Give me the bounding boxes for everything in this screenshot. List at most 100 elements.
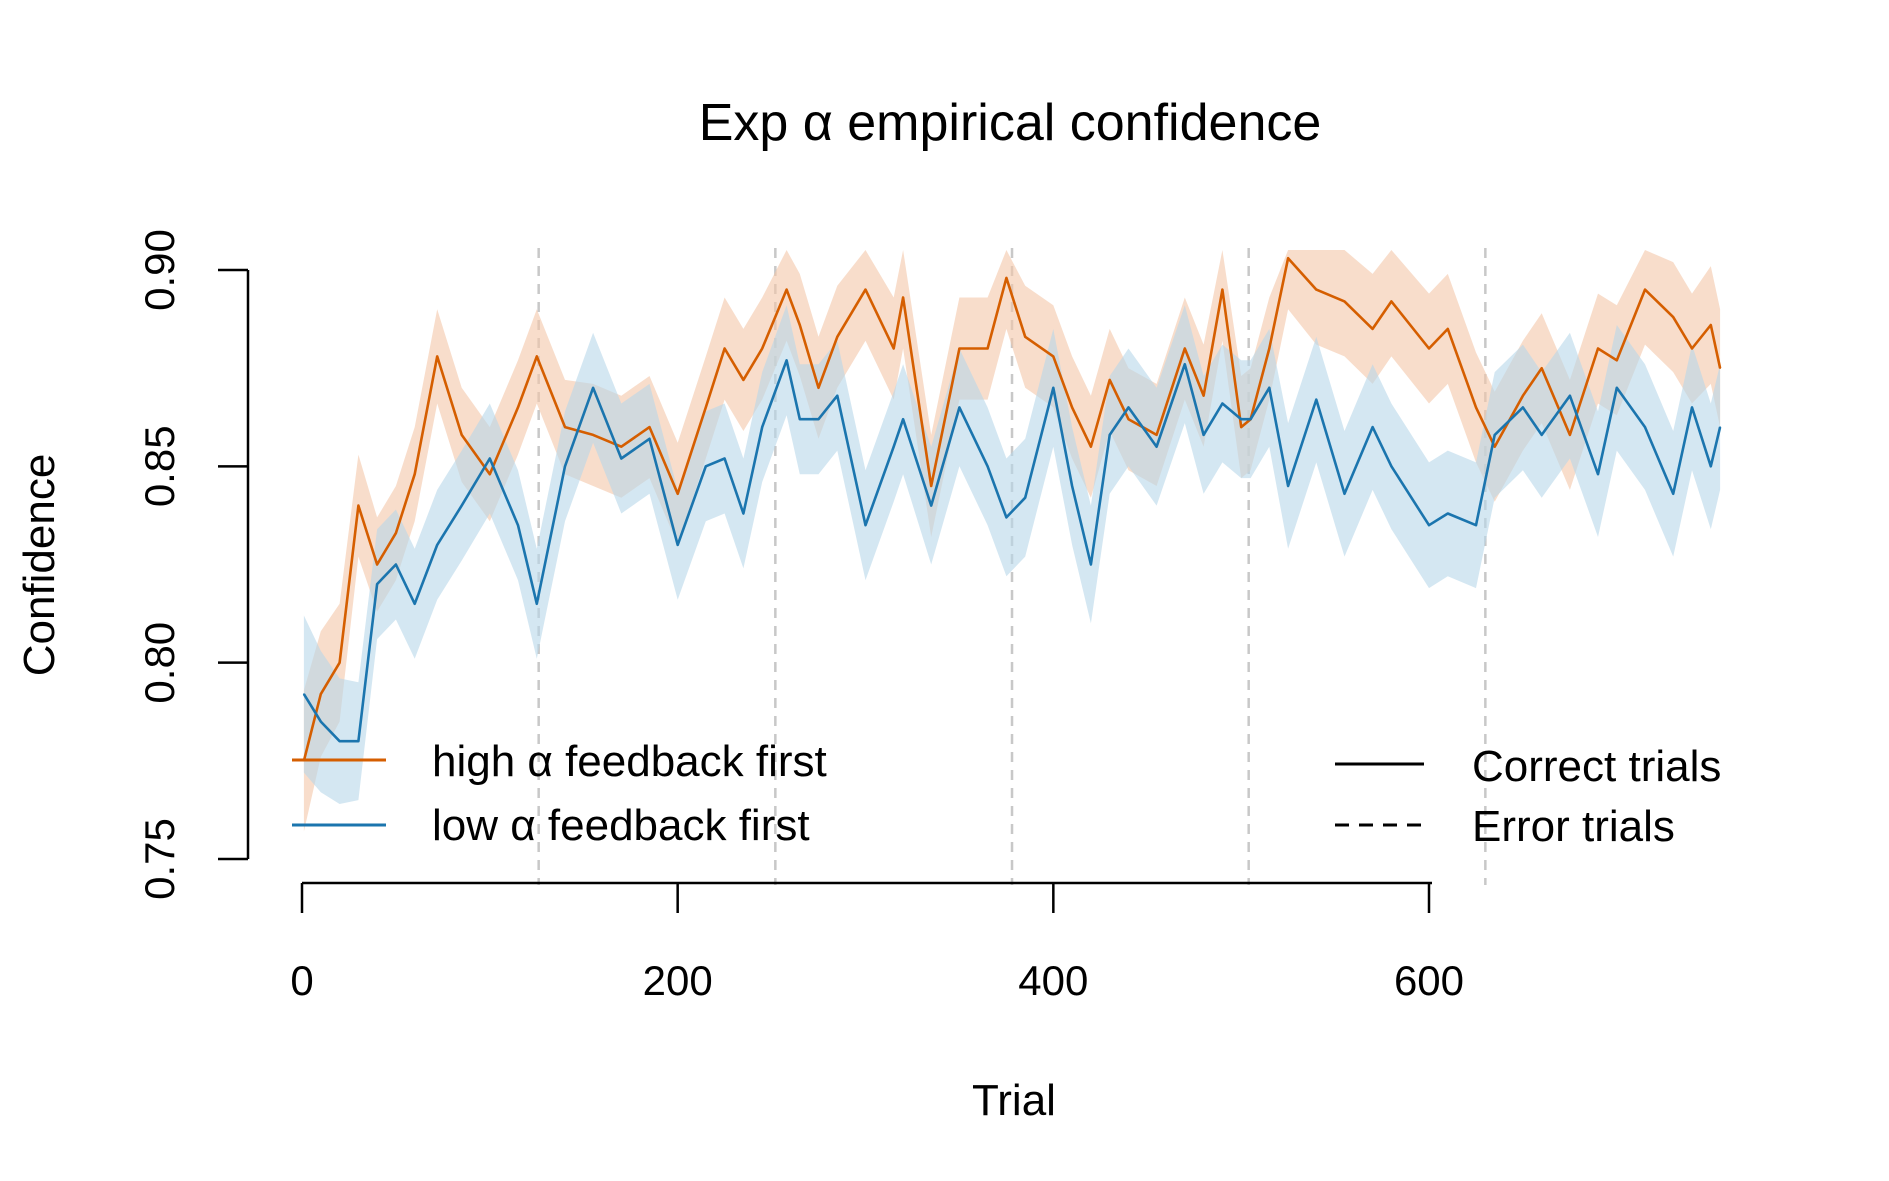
data-point bbox=[1202, 434, 1205, 436]
data-point bbox=[564, 426, 566, 428]
data-point bbox=[1184, 347, 1186, 350]
data-point bbox=[1287, 485, 1289, 487]
data-point bbox=[413, 603, 416, 605]
data-point bbox=[1127, 418, 1130, 421]
data-point bbox=[761, 347, 763, 350]
block-boundary-lines bbox=[537, 248, 1487, 885]
data-point bbox=[517, 406, 519, 409]
data-point bbox=[705, 406, 707, 409]
series-line-low-alpha bbox=[302, 358, 1722, 743]
data-point bbox=[357, 504, 360, 507]
data-point bbox=[1127, 406, 1130, 409]
data-point bbox=[1184, 363, 1186, 366]
axes: 0 200 400 600 0.75 0.80 0.85 0.90 bbox=[136, 229, 1464, 1004]
data-point bbox=[320, 720, 322, 723]
data-point bbox=[1249, 418, 1252, 421]
data-point bbox=[1390, 465, 1393, 468]
data-point bbox=[1428, 347, 1430, 350]
data-point bbox=[1090, 445, 1092, 448]
data-point bbox=[1221, 402, 1224, 405]
data-point bbox=[592, 434, 594, 436]
x-tick-label: 0 bbox=[290, 957, 313, 1004]
legend-linetype: Correct trials Error trials bbox=[1335, 742, 1721, 851]
y-ticks: 0.75 0.80 0.85 0.90 bbox=[136, 229, 248, 900]
data-point bbox=[1268, 387, 1271, 389]
data-point bbox=[1691, 347, 1693, 350]
data-point bbox=[705, 465, 707, 468]
data-point bbox=[436, 355, 439, 358]
series-lines bbox=[302, 256, 1722, 762]
data-point bbox=[436, 544, 439, 546]
data-point bbox=[1672, 316, 1674, 318]
data-point bbox=[413, 473, 416, 476]
data-point bbox=[1287, 257, 1289, 260]
data-point bbox=[902, 418, 904, 421]
data-point bbox=[592, 387, 594, 389]
legend-label-error: Error trials bbox=[1472, 802, 1675, 851]
data-point bbox=[1268, 347, 1271, 350]
data-point bbox=[958, 406, 961, 409]
data-point bbox=[986, 465, 989, 468]
data-point bbox=[1108, 434, 1111, 436]
data-point bbox=[648, 438, 651, 440]
data-point bbox=[836, 336, 839, 338]
data-point bbox=[1719, 426, 1721, 428]
y-axis-title: Confidence bbox=[15, 454, 64, 677]
data-point bbox=[1691, 406, 1693, 409]
data-point bbox=[742, 379, 745, 381]
data-point bbox=[338, 661, 341, 664]
data-point bbox=[723, 457, 726, 460]
x-tick-label: 600 bbox=[1394, 957, 1464, 1004]
data-point bbox=[761, 426, 763, 428]
data-point bbox=[303, 693, 305, 695]
data-point bbox=[1710, 324, 1712, 326]
data-point bbox=[1315, 288, 1318, 291]
legend-label-correct: Correct trials bbox=[1472, 742, 1721, 791]
series-line-high-alpha bbox=[302, 256, 1722, 762]
data-point bbox=[676, 493, 679, 495]
data-point bbox=[799, 324, 801, 326]
data-point bbox=[1540, 367, 1543, 370]
confidence-bands bbox=[303, 250, 1721, 832]
data-point bbox=[1522, 406, 1524, 409]
data-point bbox=[536, 355, 538, 358]
data-point bbox=[1616, 359, 1618, 362]
data-point bbox=[1202, 394, 1205, 397]
data-point bbox=[489, 457, 491, 460]
data-point bbox=[817, 418, 820, 421]
data-point bbox=[1024, 336, 1026, 338]
data-point bbox=[1240, 418, 1242, 421]
x-ticks: 0 200 400 600 bbox=[290, 883, 1464, 1004]
data-point bbox=[1155, 434, 1158, 436]
legend-series: high α feedback first low α feedback fir… bbox=[292, 737, 827, 850]
x-tick-label: 400 bbox=[1018, 957, 1088, 1004]
data-point bbox=[536, 603, 538, 605]
data-point bbox=[864, 524, 867, 526]
data-point bbox=[1071, 406, 1073, 409]
chart-title: Exp α empirical confidence bbox=[699, 94, 1322, 152]
data-point bbox=[1108, 379, 1111, 381]
data-point bbox=[930, 504, 932, 507]
data-point bbox=[620, 445, 623, 448]
data-point bbox=[1616, 387, 1618, 389]
data-point bbox=[1371, 328, 1374, 330]
data-point bbox=[1719, 367, 1721, 370]
data-point bbox=[1005, 516, 1008, 519]
data-point bbox=[723, 347, 726, 350]
data-point bbox=[338, 740, 341, 742]
data-point bbox=[1390, 300, 1393, 303]
data-point bbox=[1428, 524, 1430, 526]
data-point bbox=[1569, 434, 1571, 436]
data-point bbox=[676, 544, 679, 546]
data-point bbox=[1052, 387, 1055, 389]
data-point bbox=[1343, 300, 1346, 303]
data-point bbox=[1221, 288, 1224, 291]
data-point bbox=[958, 347, 961, 350]
data-point bbox=[864, 288, 867, 291]
data-point bbox=[836, 394, 839, 397]
data-point bbox=[1071, 485, 1073, 487]
data-point bbox=[1240, 426, 1242, 428]
data-point bbox=[395, 563, 397, 566]
data-point bbox=[564, 465, 566, 468]
data-point bbox=[1475, 524, 1477, 526]
